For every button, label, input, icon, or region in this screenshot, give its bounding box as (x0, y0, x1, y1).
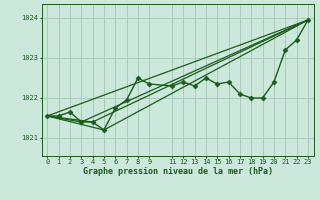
X-axis label: Graphe pression niveau de la mer (hPa): Graphe pression niveau de la mer (hPa) (83, 167, 273, 176)
